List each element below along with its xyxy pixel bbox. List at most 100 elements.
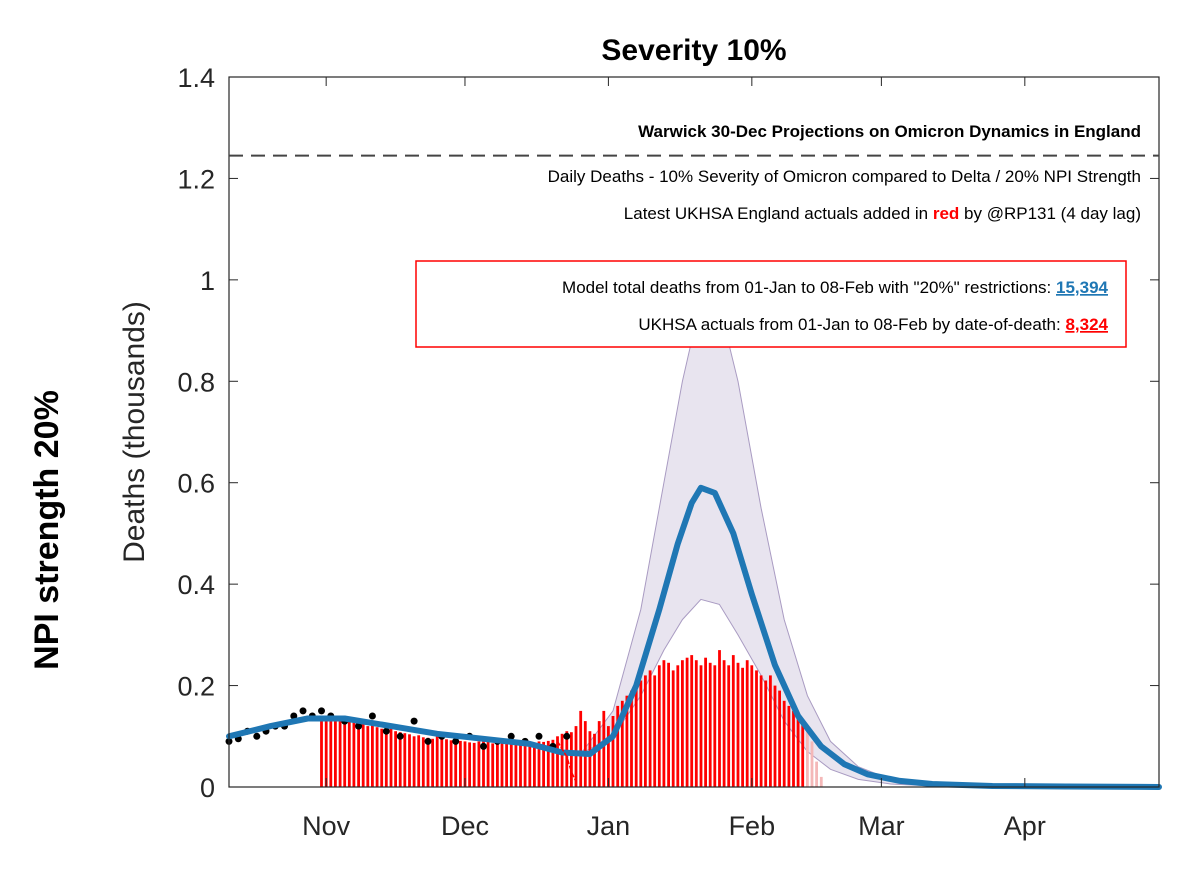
actuals-dotted-line xyxy=(556,740,577,783)
summary-box xyxy=(415,260,1127,348)
daily-death-bar xyxy=(486,741,490,787)
observed-point xyxy=(535,732,543,740)
daily-death-bar xyxy=(667,662,670,788)
summary-actual-value: 8,324 xyxy=(1065,315,1108,334)
daily-death-bar xyxy=(459,740,462,787)
daily-death-bar xyxy=(454,738,458,787)
daily-death-bar xyxy=(611,716,615,787)
daily-death-bar xyxy=(560,733,564,788)
daily-death-bar xyxy=(361,724,365,787)
daily-death-bar xyxy=(514,743,518,787)
y-tick-label: 1 xyxy=(200,266,215,296)
daily-death-bar xyxy=(496,744,499,787)
daily-death-bar xyxy=(648,670,652,787)
daily-death-bar xyxy=(690,655,694,787)
daily-death-bar xyxy=(523,742,527,787)
daily-death-bar xyxy=(426,737,430,787)
daily-death-bar xyxy=(681,660,684,787)
daily-death-bar xyxy=(787,705,791,787)
lagged-death-bar xyxy=(810,741,814,787)
y-tick-label: 0.4 xyxy=(177,570,215,600)
daily-death-bar xyxy=(625,695,629,787)
x-tick-label: Apr xyxy=(1004,811,1046,841)
daily-death-bar xyxy=(334,721,337,787)
daily-death-bar xyxy=(357,723,360,787)
daily-death-bar xyxy=(801,721,805,787)
daily-death-bar xyxy=(421,737,425,787)
daily-death-bar xyxy=(745,660,749,787)
daily-death-bar xyxy=(403,733,407,787)
daily-death-bar xyxy=(445,739,448,787)
daily-death-bar xyxy=(620,700,624,787)
daily-death-bar xyxy=(533,744,536,787)
model-projection-line xyxy=(226,484,1162,790)
daily-death-bar xyxy=(662,660,666,787)
daily-death-bar xyxy=(384,729,388,787)
daily-death-bar xyxy=(338,720,342,787)
daily-death-bar xyxy=(394,731,397,787)
y-tick-label: 1.4 xyxy=(177,63,215,93)
daily-death-bar xyxy=(500,742,504,787)
daily-death-bar xyxy=(750,665,754,787)
annotation-line-2-post: by @RP131 (4 day lag) xyxy=(959,204,1141,223)
observed-point xyxy=(355,722,363,730)
daily-death-bar xyxy=(616,705,620,787)
annotation-heading: Warwick 30-Dec Projections on Omicron Dy… xyxy=(638,122,1141,141)
chart-title: Severity 10% xyxy=(601,34,786,67)
observed-point xyxy=(396,732,404,740)
daily-death-bar xyxy=(546,740,550,787)
daily-death-bar xyxy=(588,731,592,787)
daily-death-bar xyxy=(759,675,763,787)
daily-death-bar xyxy=(773,685,777,787)
daily-death-bar xyxy=(570,732,573,787)
daily-death-bar xyxy=(593,733,596,788)
daily-death-bar xyxy=(708,662,712,788)
daily-death-bar xyxy=(449,740,453,787)
daily-death-bar xyxy=(528,743,532,787)
daily-death-bar xyxy=(519,741,522,787)
daily-death-bar xyxy=(676,665,680,787)
daily-death-bar xyxy=(491,743,495,787)
daily-death-bar xyxy=(366,726,370,787)
summary-model-value: 15,394 xyxy=(1056,278,1109,297)
axes: 0 0.2 0.4 0.6 0.8 1 1.2 1.4 Nov Dec Jan Feb Mar Apr xyxy=(177,63,1159,841)
lagged-death-bar xyxy=(819,776,823,787)
daily-death-bar xyxy=(417,735,421,787)
x-tick-label: Jan xyxy=(587,811,631,841)
y-tick-label: 0.6 xyxy=(177,469,215,499)
summary-actual-label: UKHSA actuals from 01-Jan to 08-Feb by d… xyxy=(638,315,1065,334)
observed-point xyxy=(410,717,418,725)
x-tick-label: Mar xyxy=(858,811,905,841)
observed-point xyxy=(253,732,261,740)
daily-death-bar xyxy=(671,670,675,787)
daily-death-bar xyxy=(320,718,323,787)
daily-death-bar xyxy=(694,660,698,787)
daily-death-bar xyxy=(440,738,444,787)
y-tick-label: 0 xyxy=(200,773,215,803)
daily-death-bar xyxy=(741,667,744,787)
lagged-death-bar xyxy=(815,761,818,787)
daily-death-bar xyxy=(755,670,758,787)
observed-point xyxy=(563,732,571,740)
observed-point xyxy=(382,727,390,735)
x-tick-label: Dec xyxy=(441,811,489,841)
daily-death-bar xyxy=(718,650,721,787)
summary-model-label: Model total deaths from 01-Jan to 08-Feb… xyxy=(562,278,1056,297)
annotation-line-2-pre: Latest UKHSA England actuals added in xyxy=(624,204,933,223)
lagged-death-bar xyxy=(806,726,809,787)
daily-death-bar xyxy=(769,675,772,787)
daily-death-bar xyxy=(704,657,707,787)
daily-death-bar xyxy=(634,685,638,787)
daily-death-bar xyxy=(352,722,356,787)
daily-death-bar xyxy=(764,680,768,787)
daily-death-bar xyxy=(727,665,731,787)
daily-death-bar xyxy=(329,719,333,787)
daily-death-bar xyxy=(505,741,508,787)
daily-death-bar xyxy=(463,741,467,787)
daily-death-bar xyxy=(736,662,740,788)
daily-death-bar xyxy=(375,727,379,787)
daily-death-bar xyxy=(630,690,633,787)
observed-point xyxy=(480,742,487,750)
daily-death-bar xyxy=(435,736,439,787)
